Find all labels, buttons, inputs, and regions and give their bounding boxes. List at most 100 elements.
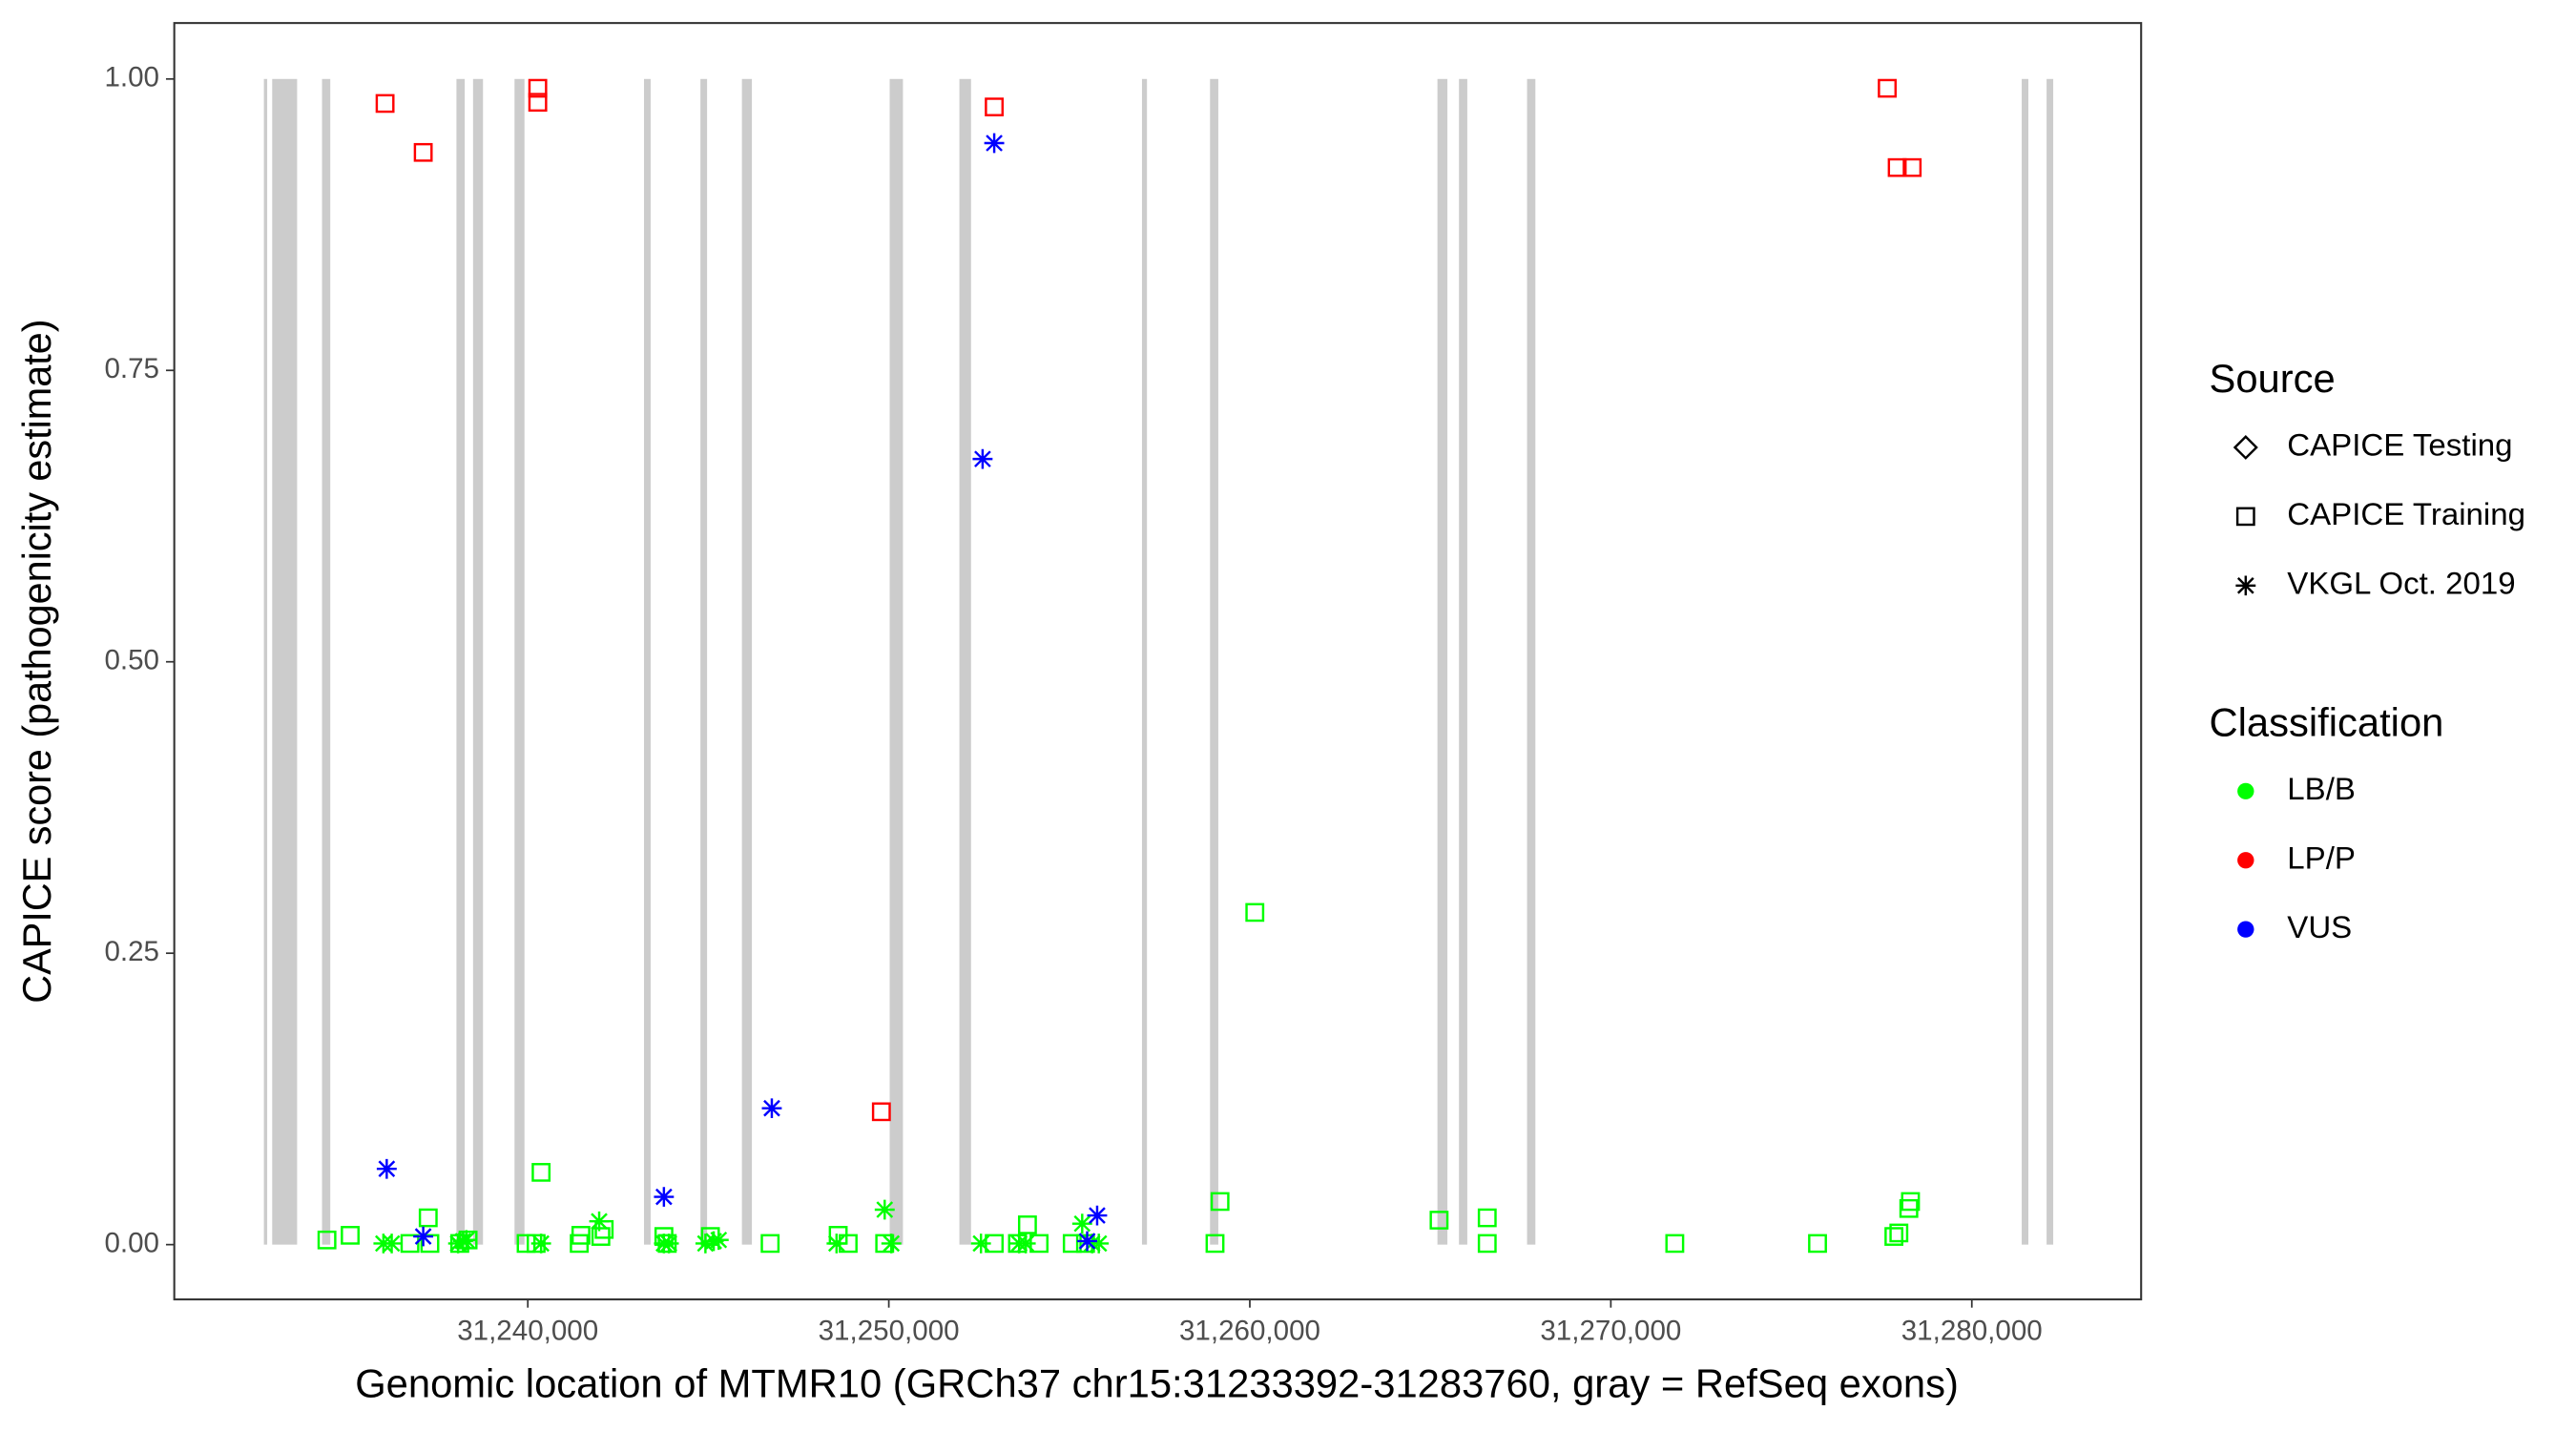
exon [263,78,268,1245]
point [658,1234,679,1254]
y-axis-title: CAPICE score (pathogenicity estimate) [14,320,59,1004]
point [826,1234,847,1254]
point [871,1102,891,1122]
point [970,1234,991,1254]
point [881,1234,902,1254]
exon [514,78,525,1245]
x-tick-label: 31,240,000 [457,1315,598,1346]
point [375,93,395,114]
exon [959,78,971,1245]
point [654,1187,675,1207]
exon [2022,78,2028,1245]
point [1017,1215,1037,1234]
y-tick-label: 0.75 [104,353,159,384]
legend-title: Source [2210,356,2336,401]
y-tick-label: 0.00 [104,1228,159,1259]
point [1089,1234,1110,1254]
point [413,142,433,162]
point [1477,1234,1497,1254]
point [1884,1227,1904,1246]
legend-key [2235,575,2256,596]
legend-label: VUS [2287,909,2352,944]
point [447,1234,468,1254]
point [703,1231,724,1252]
exon [1437,78,1448,1245]
point [972,448,993,469]
exon [322,78,331,1245]
point [1665,1234,1685,1254]
exon [644,78,651,1245]
point [528,78,548,98]
point [1205,1234,1225,1254]
legend-key [2235,507,2255,527]
x-tick-label: 31,260,000 [1179,1315,1320,1346]
point [1210,1192,1230,1212]
y-tick-label: 0.25 [104,936,159,967]
point [413,1226,434,1247]
point [317,1230,337,1250]
legend-label: CAPICE Testing [2287,427,2512,463]
point [528,93,548,113]
point [1808,1234,1827,1254]
exon [1141,78,1148,1245]
point [761,1098,782,1119]
point [591,1227,611,1246]
point [531,1163,551,1182]
point [1477,1208,1497,1228]
point [1901,1192,1921,1212]
y-tick-label: 0.50 [104,645,159,676]
exon [1459,78,1467,1245]
legend-key [2237,921,2254,938]
panel-border [173,22,2143,1301]
legend-key [2237,782,2254,799]
legend-label: LP/P [2287,840,2356,876]
exon [456,78,466,1245]
legend-key [2233,435,2258,460]
exon [1210,78,1218,1245]
x-axis-title: Genomic location of MTMR10 (GRCh37 chr15… [355,1361,1959,1406]
point [1889,1223,1909,1243]
point [1087,1205,1108,1226]
point [874,1199,895,1220]
point [341,1226,360,1245]
exon [700,78,708,1245]
exon [472,78,484,1245]
y-tick-label: 1.00 [104,62,159,93]
point [695,1234,716,1254]
x-tick-label: 31,270,000 [1540,1315,1681,1346]
x-tick-label: 31,280,000 [1901,1315,2043,1346]
legend-label: LB/B [2287,771,2356,806]
point [760,1234,780,1254]
point [376,1158,397,1179]
point [708,1230,729,1251]
exon [741,78,753,1245]
point [418,1208,438,1228]
point [1902,157,1922,177]
exon [1527,78,1536,1245]
point [1245,902,1265,923]
legend-title: Classification [2210,699,2444,744]
legend-key [2237,852,2254,869]
point [1899,1198,1919,1218]
point [1071,1213,1092,1234]
point [452,1231,473,1252]
legend-label: VKGL Oct. 2019 [2287,566,2515,601]
point [420,1234,440,1254]
point [1429,1211,1449,1230]
point [530,1234,551,1254]
point [1887,157,1907,177]
point [984,133,1005,154]
exon [2046,78,2054,1245]
point [985,97,1005,116]
x-tick-label: 31,250,000 [819,1315,960,1346]
point [382,1234,403,1254]
point [1015,1234,1036,1254]
point [1077,1231,1097,1252]
exon [272,78,298,1245]
point [1062,1234,1082,1254]
legend-label: CAPICE Training [2287,496,2525,531]
point [571,1226,591,1245]
point [456,1230,477,1251]
exon [889,78,904,1245]
